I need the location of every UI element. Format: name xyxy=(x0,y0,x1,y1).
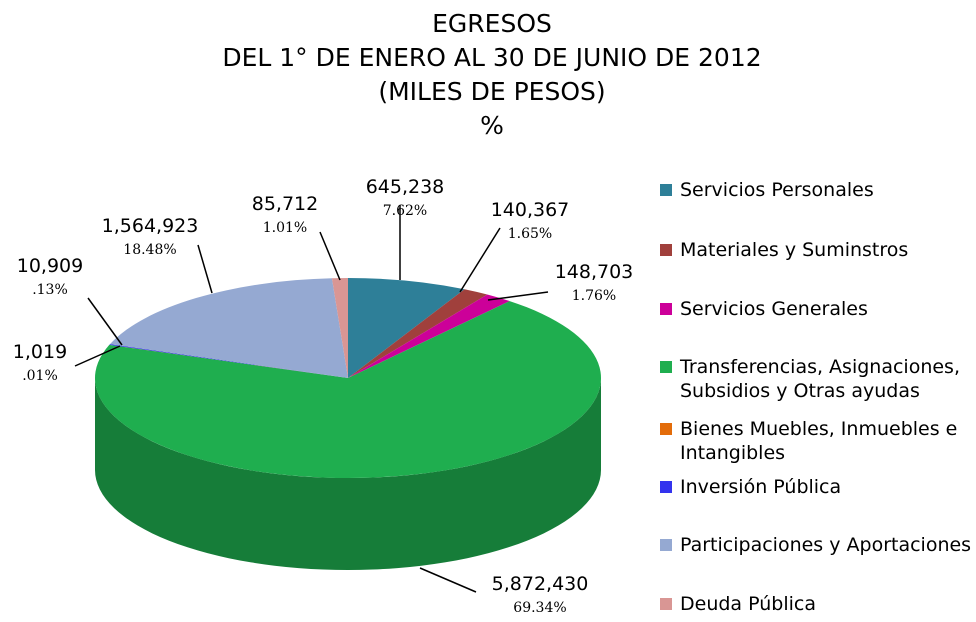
chart-title: % xyxy=(480,111,504,140)
legend-swatch xyxy=(660,361,672,373)
leader-line xyxy=(419,567,477,593)
legend-swatch xyxy=(660,244,672,256)
value-label: 148,703 xyxy=(555,261,634,283)
leader-line xyxy=(74,345,121,367)
legend-label: Transferencias, Asignaciones, Subsidios … xyxy=(680,356,960,402)
leader-line xyxy=(197,244,213,294)
legend-swatch xyxy=(660,423,672,435)
legend-swatch xyxy=(660,481,672,493)
value-label: 10,909 xyxy=(17,255,83,277)
chart-title: DEL 1° DE ENERO AL 30 DE JUNIO DE 2012 xyxy=(222,43,761,72)
slice xyxy=(109,344,348,378)
slice xyxy=(348,294,510,378)
slice xyxy=(331,278,348,378)
legend-item: Inversión Pública xyxy=(660,475,976,499)
legend-item: Transferencias, Asignaciones, Subsidios … xyxy=(660,355,976,403)
chart-title: (MILES DE PESOS) xyxy=(378,77,605,106)
value-label: 140,367 xyxy=(491,199,570,221)
legend-swatch xyxy=(660,184,672,196)
leader-line xyxy=(487,291,549,301)
value-label: 1,019 xyxy=(13,341,67,363)
legend-item: Deuda Pública xyxy=(660,592,976,616)
legend-label: Inversión Pública xyxy=(680,476,842,498)
legend-label: Servicios Personales xyxy=(680,179,874,201)
legend-item: Servicios Personales xyxy=(660,178,976,202)
chart-title: EGRESOS xyxy=(432,9,552,38)
leader-line xyxy=(459,227,501,293)
slice xyxy=(348,289,488,378)
share-label: 18.48% xyxy=(123,242,176,258)
leader-line xyxy=(87,297,123,346)
share-label: 1.76% xyxy=(572,288,616,304)
leader-line xyxy=(319,231,341,281)
slice xyxy=(109,344,348,378)
value-label: 5,872,430 xyxy=(492,573,589,595)
share-label: 1.01% xyxy=(263,220,307,236)
legend-label: Deuda Pública xyxy=(680,593,816,615)
value-label: 645,238 xyxy=(366,176,445,198)
share-label: 69.34% xyxy=(513,600,566,616)
legend-item: Bienes Muebles, Inmuebles e Intangibles xyxy=(660,417,976,465)
legend-item: Servicios Generales xyxy=(660,297,976,321)
legend-swatch xyxy=(660,598,672,610)
legend-swatch xyxy=(660,303,672,315)
value-label: 85,712 xyxy=(252,193,318,215)
slice xyxy=(110,278,348,378)
slice xyxy=(348,278,465,378)
legend-label: Participaciones y Aportaciones xyxy=(680,534,972,556)
share-label: .01% xyxy=(22,368,58,384)
legend-label: Bienes Muebles, Inmuebles e Intangibles xyxy=(680,418,958,464)
legend-item: Materiales y Suminstros xyxy=(660,238,976,262)
slice xyxy=(95,301,601,478)
share-label: .13% xyxy=(32,282,68,298)
legend-label: Servicios Generales xyxy=(680,298,868,320)
legend-item: Participaciones y Aportaciones xyxy=(660,533,976,557)
legend-swatch xyxy=(660,539,672,551)
legend-label: Materiales y Suminstros xyxy=(680,239,909,261)
share-label: 7.62% xyxy=(383,203,427,219)
share-label: 1.65% xyxy=(508,226,552,242)
value-label: 1,564,923 xyxy=(102,215,199,237)
slice-side xyxy=(95,378,601,570)
